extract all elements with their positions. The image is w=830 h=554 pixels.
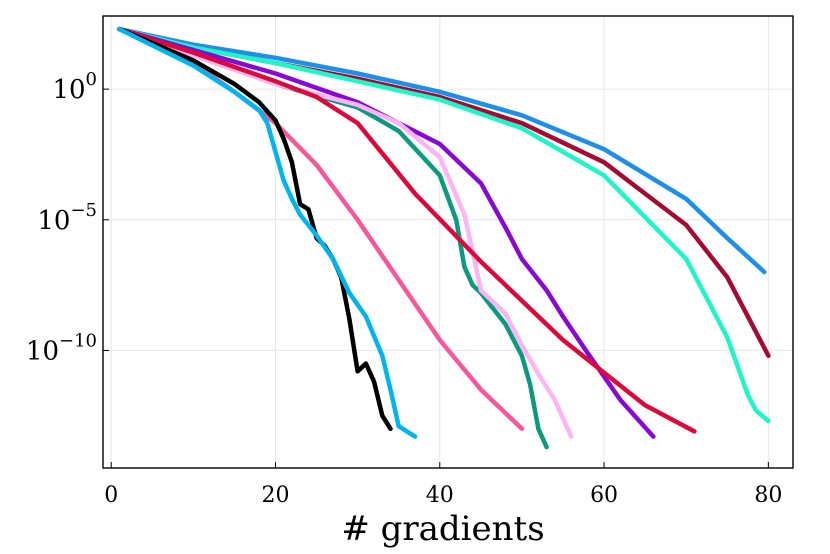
- x-tick-label: 80: [754, 483, 782, 508]
- y-tick-label: 10−5: [37, 200, 97, 236]
- series-purple-line: [117, 26, 656, 439]
- x-axis-label: # gradients: [341, 509, 544, 549]
- series-lightpink-line: [117, 26, 574, 439]
- x-tick-label: 20: [262, 483, 290, 508]
- series-lines: [117, 26, 771, 450]
- series-blue-line: [117, 26, 767, 275]
- y-tick-label: 10−10: [26, 330, 97, 366]
- series-crimson-line: [117, 26, 697, 434]
- gridlines: [103, 16, 793, 468]
- x-tick-label: 0: [104, 483, 118, 508]
- y-tick-label: 100: [52, 69, 97, 105]
- x-axis: 0 20 40 60 80: [104, 462, 782, 508]
- x-tick-label: 40: [426, 483, 454, 508]
- series-skyblue-line: [117, 26, 418, 439]
- plot-frame: [102, 15, 794, 469]
- x-tick-label: 60: [590, 483, 618, 508]
- series-aqua-line: [117, 26, 771, 424]
- y-axis: 100 10−5 10−10: [26, 69, 109, 366]
